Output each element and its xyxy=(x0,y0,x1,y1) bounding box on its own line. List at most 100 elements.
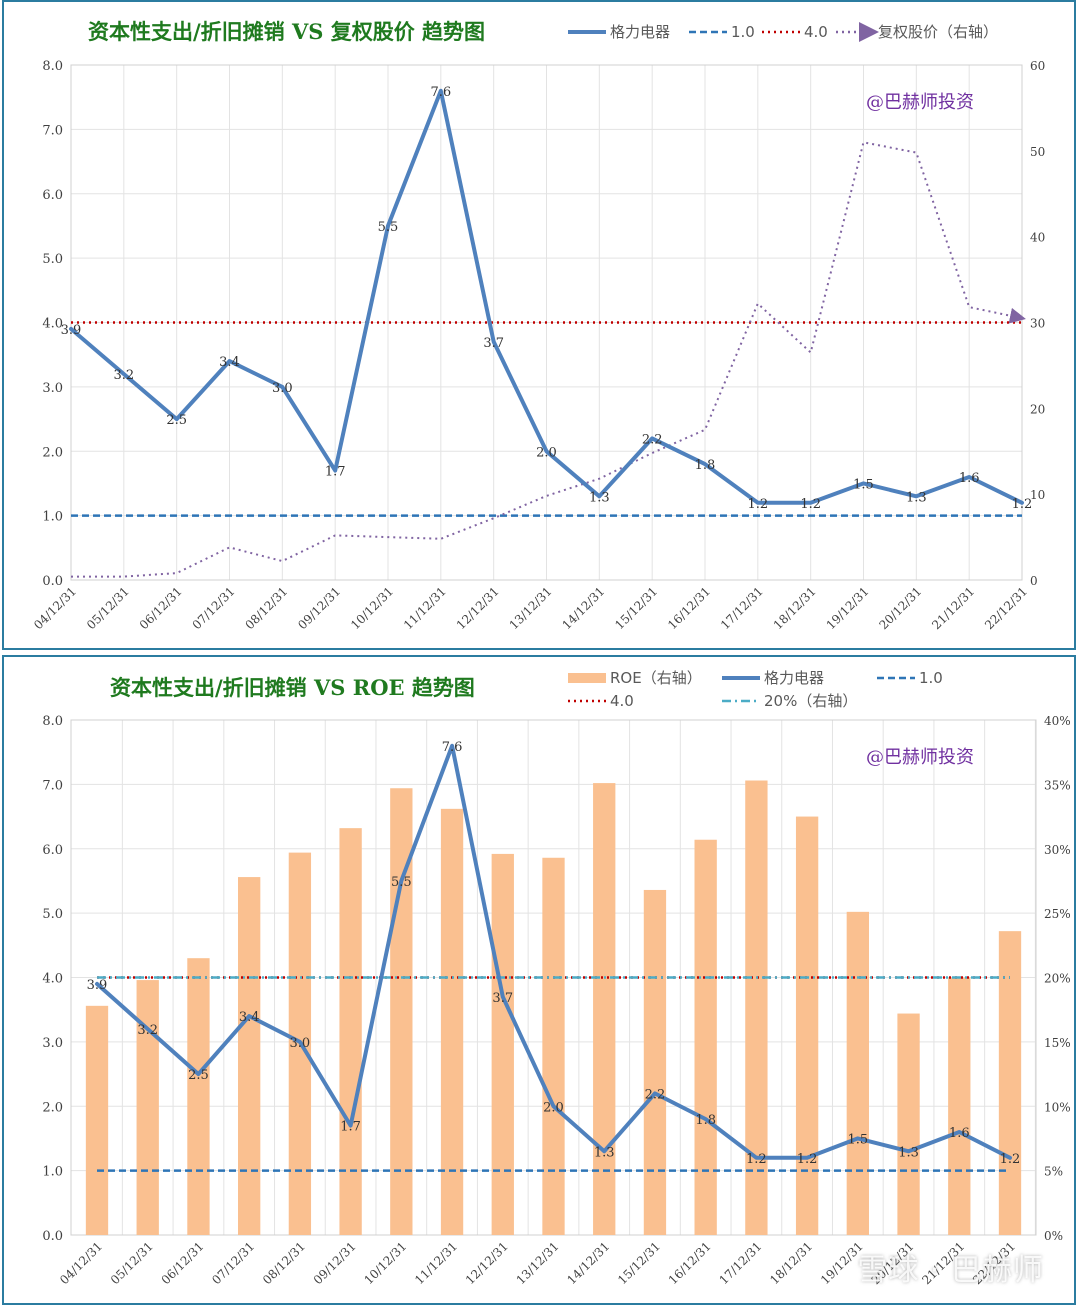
left-axis-tick: 4.0 xyxy=(42,972,63,987)
data-label: 5.5 xyxy=(378,220,399,235)
right-axis-tick: 60 xyxy=(1030,59,1045,73)
data-label: 2.5 xyxy=(166,413,187,428)
x-axis-tick: 22/12/31 xyxy=(982,584,1030,632)
data-label: 1.5 xyxy=(853,477,874,492)
data-label: 1.2 xyxy=(747,497,768,512)
roe-bar xyxy=(694,839,717,1235)
x-axis-tick: 06/12/31 xyxy=(137,584,185,632)
right-axis-tick: 10% xyxy=(1044,1100,1071,1114)
right-axis-tick: 15% xyxy=(1044,1036,1071,1050)
left-axis-tick: 8.0 xyxy=(42,714,63,729)
x-axis-tick: 09/12/31 xyxy=(311,1239,359,1287)
x-axis-tick: 11/12/31 xyxy=(412,1239,460,1287)
chart-annotation: @巴赫师投资 xyxy=(866,92,974,113)
roe-bar xyxy=(643,889,667,1235)
right-axis-tick: 35% xyxy=(1044,778,1071,792)
right-axis-tick: 25% xyxy=(1044,907,1071,921)
legend-label: 1.0 xyxy=(731,23,755,41)
roe-bar xyxy=(136,980,159,1235)
data-label: 2.5 xyxy=(188,1068,209,1083)
x-axis-tick: 14/12/31 xyxy=(564,1239,612,1287)
data-label: 1.8 xyxy=(695,458,716,473)
x-axis-tick: 21/12/31 xyxy=(929,584,977,632)
left-axis-tick: 2.0 xyxy=(42,445,63,460)
data-label: 1.3 xyxy=(589,490,610,505)
x-axis-tick: 09/12/31 xyxy=(295,584,343,632)
chart-panel-price: 0.0 1.0 2.0 3.0 4.0 5.0 6.0 7.0 8.0 0 10 20 30 40 50 60… xyxy=(2,0,1076,650)
left-axis-tick: 3.0 xyxy=(42,381,63,396)
x-axis-tick: 17/12/31 xyxy=(718,584,766,632)
x-axis-tick: 07/12/31 xyxy=(190,584,238,632)
right-axis-tick: 30% xyxy=(1044,843,1071,857)
data-label: 3.9 xyxy=(61,323,82,338)
right-axis-tick: 5% xyxy=(1044,1165,1063,1179)
x-axis-tick: 14/12/31 xyxy=(559,584,607,632)
legend-label: 1.0 xyxy=(919,669,943,687)
data-label: 1.3 xyxy=(594,1145,615,1160)
x-axis-tick: 08/12/31 xyxy=(242,584,290,632)
data-label: 1.3 xyxy=(906,490,927,505)
data-label: 3.0 xyxy=(272,381,293,396)
right-axis-tick: 10 xyxy=(1030,488,1045,502)
roe-bar xyxy=(238,877,261,1235)
left-axis-tick: 1.0 xyxy=(42,510,63,525)
chart-capex-vs-price: 0.0 1.0 2.0 3.0 4.0 5.0 6.0 7.0 8.0 0 10 20 30 40 50 60… xyxy=(31,19,1045,632)
data-label: 2.0 xyxy=(543,1100,564,1115)
data-label: 1.2 xyxy=(1012,497,1033,512)
data-label: 3.7 xyxy=(492,991,513,1006)
watermark: 雪球 · 巴赫师 xyxy=(857,1253,1044,1288)
data-label: 3.0 xyxy=(290,1036,311,1051)
x-axis-tick: 08/12/31 xyxy=(260,1239,308,1287)
right-axis-tick: 20 xyxy=(1030,402,1045,416)
roe-bar xyxy=(897,1013,920,1235)
left-axis-tick: 5.0 xyxy=(42,907,63,922)
data-label: 3.7 xyxy=(483,336,504,351)
data-label: 3.4 xyxy=(219,355,240,370)
x-axis-tick: 06/12/31 xyxy=(159,1239,207,1287)
legend-label: 20%（右轴） xyxy=(764,692,857,710)
roe-bar xyxy=(85,1005,109,1235)
legend-label: 4.0 xyxy=(610,692,634,710)
x-axis-tick: 15/12/31 xyxy=(612,584,660,632)
data-label: 1.6 xyxy=(949,1126,970,1141)
roe-bar xyxy=(948,977,971,1235)
legend-label: ROE（右轴） xyxy=(610,669,702,687)
x-axis-tick: 07/12/31 xyxy=(209,1239,257,1287)
legend-label: 4.0 xyxy=(804,23,828,41)
x-axis-tick: 10/12/31 xyxy=(348,584,396,632)
x-axis-tick: 16/12/31 xyxy=(665,584,713,632)
roe-bar xyxy=(998,931,1022,1235)
series-line-gree xyxy=(95,743,1012,1160)
data-label: 3.2 xyxy=(113,368,134,383)
roe-bar xyxy=(187,958,210,1235)
chart-title: 资本性支出/折旧摊销 VS 复权股价 趋势图 xyxy=(88,19,485,44)
data-label: 3.2 xyxy=(137,1023,158,1038)
right-axis-tick: 40% xyxy=(1044,714,1071,728)
x-axis-tick: 18/12/31 xyxy=(767,1239,815,1287)
x-axis-tick: 20/12/31 xyxy=(876,584,924,632)
data-label: 1.6 xyxy=(959,471,980,486)
x-axis-tick: 11/12/31 xyxy=(401,584,449,632)
roe-bar xyxy=(846,911,869,1235)
right-axis-tick: 0% xyxy=(1044,1229,1063,1243)
data-label: 2.2 xyxy=(645,1087,666,1102)
x-axis-tick: 05/12/31 xyxy=(108,1239,156,1287)
data-label: 1.7 xyxy=(325,465,346,480)
left-axis-tick: 7.0 xyxy=(42,778,63,793)
x-axis-tick: 15/12/31 xyxy=(615,1239,663,1287)
data-label: 3.4 xyxy=(239,1010,260,1025)
chart-capex-vs-roe: 0.0 1.0 2.0 3.0 4.0 5.0 6.0 7.0 8.0 0% 5% 10% 15% 20%… xyxy=(42,669,1071,1287)
series-line-gree xyxy=(69,88,1024,505)
left-axis-tick: 3.0 xyxy=(42,1036,63,1051)
left-axis-tick: 1.0 xyxy=(42,1165,63,1180)
data-label: 1.2 xyxy=(800,497,821,512)
chart-panel-roe: 0.0 1.0 2.0 3.0 4.0 5.0 6.0 7.0 8.0 0% 5% 10% 15% 20%… xyxy=(2,655,1076,1305)
data-label: 3.9 xyxy=(87,978,108,993)
legend-label: 格力电器 xyxy=(764,669,824,687)
chart-title: 资本性支出/折旧摊销 VS ROE 趋势图 xyxy=(110,675,475,700)
roe-bar xyxy=(795,816,819,1235)
data-label: 1.2 xyxy=(797,1152,818,1167)
data-label: 1.7 xyxy=(340,1120,361,1135)
x-axis-tick: 13/12/31 xyxy=(514,1239,562,1287)
right-axis-tick: 0 xyxy=(1030,574,1038,588)
